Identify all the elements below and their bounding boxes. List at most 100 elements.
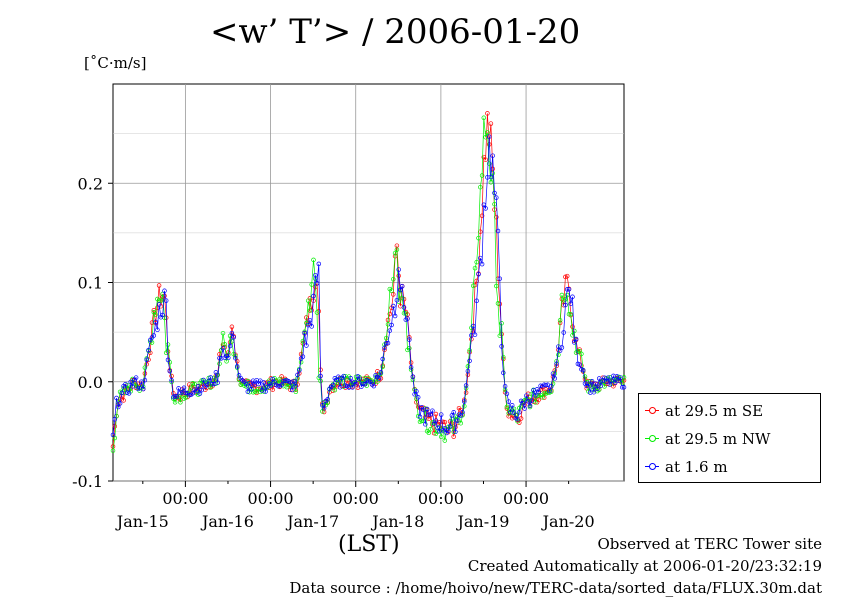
data-point [499, 321, 504, 326]
data-point [252, 389, 258, 394]
data-point [509, 403, 515, 408]
data-point [155, 327, 160, 333]
data-point [139, 379, 144, 384]
data-point [492, 190, 497, 196]
data-point [362, 382, 368, 387]
data-point [163, 298, 169, 303]
data-point [392, 313, 398, 319]
data-point [540, 395, 545, 400]
data-point [442, 426, 448, 431]
data-point [391, 292, 396, 297]
data-point [172, 394, 178, 399]
x-day-label: Jan-19 [455, 512, 509, 531]
data-point [506, 413, 511, 419]
data-point [478, 255, 483, 261]
legend-item-1-6m: at 1.6 m [645, 457, 728, 477]
data-point [559, 292, 565, 298]
data-point [399, 295, 405, 301]
data-point [414, 389, 419, 394]
data-point [564, 287, 570, 292]
y-tick-label: 0.2 [78, 174, 103, 193]
data-point [110, 448, 116, 453]
legend-label-nw: at 29.5 m NW [665, 430, 771, 448]
legend-label-se: at 29.5 m SE [665, 402, 764, 420]
data-point [442, 438, 448, 443]
data-point [549, 384, 554, 389]
data-point [570, 324, 575, 329]
observed-note: Observed at TERC Tower site [597, 535, 822, 553]
data-point [472, 265, 478, 271]
data-point [462, 403, 467, 409]
data-point [405, 316, 410, 321]
data-point [201, 377, 206, 383]
data-point [165, 342, 171, 347]
data-point [383, 340, 389, 346]
data-point [545, 382, 550, 388]
data-point [486, 134, 492, 139]
data-point [183, 390, 188, 396]
data-point [387, 328, 393, 333]
data-point [485, 130, 490, 135]
data-point [408, 365, 414, 370]
data-point [350, 385, 355, 390]
data-point [307, 308, 313, 313]
data-point [181, 385, 187, 391]
data-point [589, 379, 595, 384]
data-point [399, 284, 405, 289]
data-point [295, 372, 300, 378]
chart-title: <w’ T’> / 2006-01-20 [210, 12, 581, 52]
data-point [442, 419, 448, 425]
data-point [117, 401, 123, 406]
data-point [417, 414, 423, 420]
data-point [121, 398, 126, 403]
data-point [619, 385, 625, 390]
data-point [483, 157, 488, 162]
data-point [536, 389, 542, 395]
x-day-label: Jan-15 [115, 512, 169, 531]
data-point [403, 311, 409, 316]
data-point [423, 414, 428, 420]
data-point [167, 368, 173, 374]
data-point [462, 399, 467, 404]
data-point [428, 412, 433, 417]
data-point [536, 397, 542, 402]
data-point [398, 287, 403, 293]
data-point [383, 335, 389, 341]
data-point [570, 294, 575, 300]
data-point [618, 375, 623, 380]
data-point [419, 418, 424, 424]
data-point [465, 368, 471, 374]
data-point [438, 412, 444, 417]
data-point [114, 395, 119, 401]
data-point [380, 364, 385, 370]
data-point [297, 368, 302, 373]
data-point [307, 317, 313, 323]
data-point [394, 247, 400, 252]
data-point [311, 257, 316, 263]
data-point [494, 283, 499, 289]
data-point [474, 259, 479, 265]
data-point [495, 228, 501, 234]
data-point [609, 378, 614, 383]
data-point [579, 351, 584, 357]
data-point [561, 330, 566, 335]
data-point [598, 383, 604, 388]
data-point [169, 378, 174, 383]
data-point [451, 410, 456, 415]
data-point [302, 330, 307, 336]
data-point [330, 382, 336, 388]
data-point [213, 370, 219, 375]
data-point [321, 405, 327, 411]
data-point [208, 375, 213, 380]
data-point [229, 330, 235, 336]
data-point [220, 330, 226, 336]
data-point [360, 381, 366, 387]
data-point [504, 391, 510, 397]
data-point [476, 235, 481, 241]
data-source-note: Data source : /home/hoivo/new/TERC-data/… [289, 579, 822, 597]
data-point [543, 382, 549, 388]
data-point [249, 387, 254, 392]
legend-marker-se [645, 405, 659, 417]
data-point [433, 411, 439, 417]
data-point [233, 355, 238, 361]
